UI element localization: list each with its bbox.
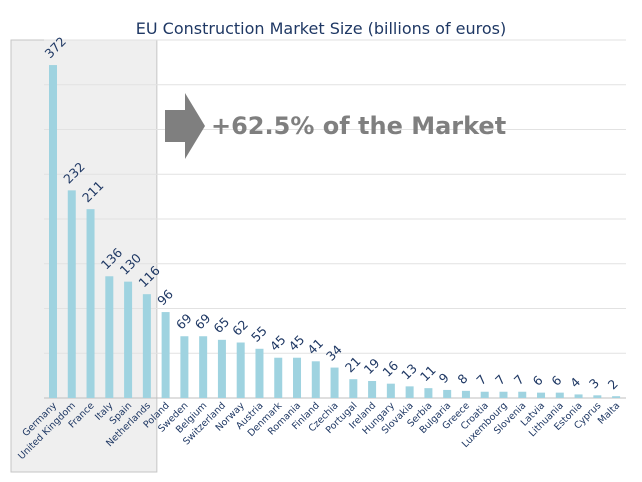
value-label-bulgaria: 9 — [436, 370, 452, 386]
value-label-slovenia: 7 — [511, 372, 527, 388]
value-label-ireland: 19 — [361, 355, 383, 377]
bar-serbia — [424, 388, 433, 398]
value-label-cyprus: 3 — [586, 375, 602, 391]
bar-slovenia — [518, 391, 527, 398]
value-label-slovakia: 13 — [398, 361, 420, 383]
bar-greece — [461, 390, 470, 398]
bar-switzerland — [217, 339, 226, 398]
bar-estonia — [574, 394, 583, 398]
bar-finland — [311, 361, 320, 398]
value-label-serbia: 11 — [417, 362, 439, 384]
bar-belgium — [199, 336, 208, 398]
bar-czechia — [330, 367, 339, 398]
value-label-greece: 8 — [454, 371, 470, 387]
bar-croatia — [480, 391, 489, 398]
chart-title: EU Construction Market Size (billions of… — [135, 19, 507, 38]
value-label-estonia: 4 — [567, 374, 583, 390]
value-label-poland: 96 — [154, 286, 176, 308]
value-label-latvia: 6 — [530, 372, 546, 388]
value-label-lithuania: 6 — [548, 372, 564, 388]
value-label-hungary: 16 — [379, 358, 401, 380]
bar-netherlands — [142, 294, 151, 398]
value-label-belgium: 69 — [192, 310, 214, 332]
bar-malta — [612, 396, 621, 398]
bar-latvia — [537, 392, 546, 398]
bar-bulgaria — [443, 389, 452, 398]
bar-sweden — [180, 336, 189, 398]
bar-cyprus — [593, 395, 602, 398]
bar-hungary — [386, 383, 395, 398]
bar-denmark — [274, 357, 283, 398]
bar-romania — [293, 357, 302, 398]
bar-france — [86, 209, 95, 398]
bar-ireland — [368, 380, 377, 398]
category-label-malta: Malta — [596, 400, 622, 426]
bar-united-kingdom — [67, 190, 76, 398]
value-label-czechia: 34 — [323, 342, 345, 364]
bar-lithuania — [555, 392, 564, 398]
value-label-luxembourg: 7 — [492, 372, 508, 388]
bar-luxembourg — [499, 391, 508, 398]
value-label-austria: 55 — [248, 323, 270, 345]
value-label-portugal: 21 — [342, 353, 364, 375]
bar-italy — [105, 276, 114, 398]
market-share-annotation: +62.5% of the Market — [211, 112, 506, 140]
value-label-switzerland: 65 — [210, 314, 232, 336]
bar-poland — [161, 312, 170, 398]
value-label-romania: 45 — [286, 332, 308, 354]
highlight-region — [10, 39, 158, 473]
bar-spain — [124, 281, 133, 398]
bar-slovakia — [405, 386, 414, 398]
bar-germany — [49, 65, 57, 398]
arrow-right-icon — [165, 93, 205, 159]
bar-austria — [255, 348, 264, 398]
bar-portugal — [349, 379, 358, 398]
value-label-croatia: 7 — [473, 372, 489, 388]
bar-norway — [236, 342, 245, 398]
value-label-malta: 2 — [605, 376, 621, 392]
